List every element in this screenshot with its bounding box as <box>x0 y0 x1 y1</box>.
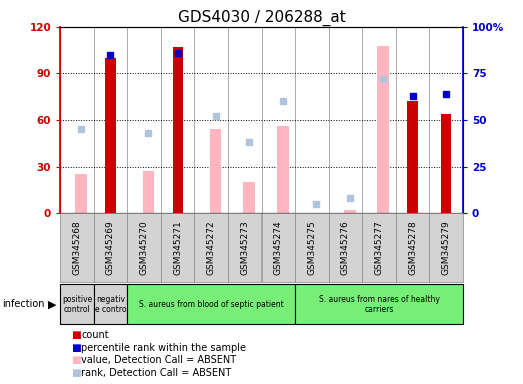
Text: GSM345277: GSM345277 <box>374 220 383 275</box>
Text: infection: infection <box>3 299 45 310</box>
Bar <box>143 171 154 213</box>
Text: ■: ■ <box>71 368 81 378</box>
Bar <box>75 174 87 213</box>
Text: rank, Detection Call = ABSENT: rank, Detection Call = ABSENT <box>81 368 231 378</box>
Text: ■: ■ <box>71 355 81 365</box>
Text: GDS4030 / 206288_at: GDS4030 / 206288_at <box>178 10 345 26</box>
Bar <box>277 126 289 213</box>
Text: S. aureus from nares of healthy
carriers: S. aureus from nares of healthy carriers <box>319 295 439 314</box>
Bar <box>344 210 356 213</box>
Text: value, Detection Call = ABSENT: value, Detection Call = ABSENT <box>81 355 236 365</box>
Bar <box>378 46 389 213</box>
Bar <box>243 182 255 213</box>
Bar <box>173 47 183 213</box>
Text: ▶: ▶ <box>48 299 56 310</box>
Text: positive
control: positive control <box>62 295 92 314</box>
Text: GSM345274: GSM345274 <box>274 220 283 275</box>
Bar <box>210 129 221 213</box>
Text: percentile rank within the sample: percentile rank within the sample <box>81 343 246 353</box>
Text: ■: ■ <box>71 330 81 340</box>
Bar <box>407 101 417 213</box>
Text: S. aureus from blood of septic patient: S. aureus from blood of septic patient <box>139 300 283 309</box>
Text: GSM345275: GSM345275 <box>308 220 316 275</box>
Text: ■: ■ <box>71 343 81 353</box>
Text: GSM345270: GSM345270 <box>140 220 149 275</box>
Bar <box>106 58 116 213</box>
Text: GSM345268: GSM345268 <box>72 220 82 275</box>
Text: negativ
e contro: negativ e contro <box>95 295 126 314</box>
Text: count: count <box>81 330 109 340</box>
Text: GSM345276: GSM345276 <box>341 220 350 275</box>
Text: GSM345269: GSM345269 <box>106 220 115 275</box>
Text: GSM345271: GSM345271 <box>173 220 182 275</box>
Text: GSM345272: GSM345272 <box>207 220 215 275</box>
Text: GSM345279: GSM345279 <box>441 220 451 275</box>
Text: GSM345273: GSM345273 <box>240 220 249 275</box>
Text: GSM345278: GSM345278 <box>408 220 417 275</box>
Bar <box>441 114 451 213</box>
